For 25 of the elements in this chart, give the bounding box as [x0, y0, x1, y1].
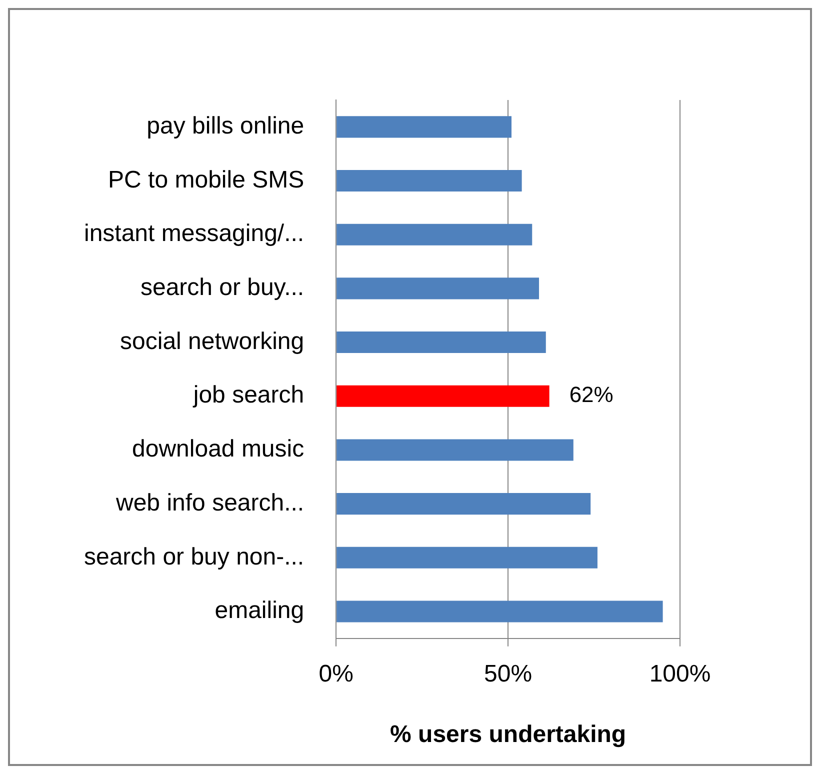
y-tick-label: instant messaging/... [84, 220, 304, 248]
y-tick-label: search or buy non-... [84, 543, 304, 570]
data-label: 62% [569, 382, 614, 408]
y-tick-label: pay bills online [146, 112, 304, 140]
bar [336, 224, 532, 246]
bar [336, 493, 591, 515]
y-tick-label: social networking [120, 328, 304, 355]
bar [336, 546, 598, 568]
bar [336, 332, 546, 354]
y-tick-label: download music [132, 436, 304, 463]
bar [336, 278, 540, 300]
y-tick-label: PC to mobile SMS [108, 166, 304, 194]
bar [336, 600, 663, 622]
y-tick-label: search or buy... [140, 274, 304, 302]
x-tick-label: 0% [318, 660, 354, 688]
bar [336, 116, 512, 138]
x-tick-label: 100% [649, 660, 711, 688]
bar [336, 385, 550, 407]
x-axis-title: % users undertaking [390, 721, 626, 748]
y-tick-label: emailing [214, 597, 304, 624]
y-tick-label: job search [192, 382, 304, 409]
bar [336, 439, 574, 461]
bar [336, 170, 522, 192]
y-tick-label: web info search... [115, 489, 304, 516]
x-tick-label: 50% [484, 660, 532, 688]
